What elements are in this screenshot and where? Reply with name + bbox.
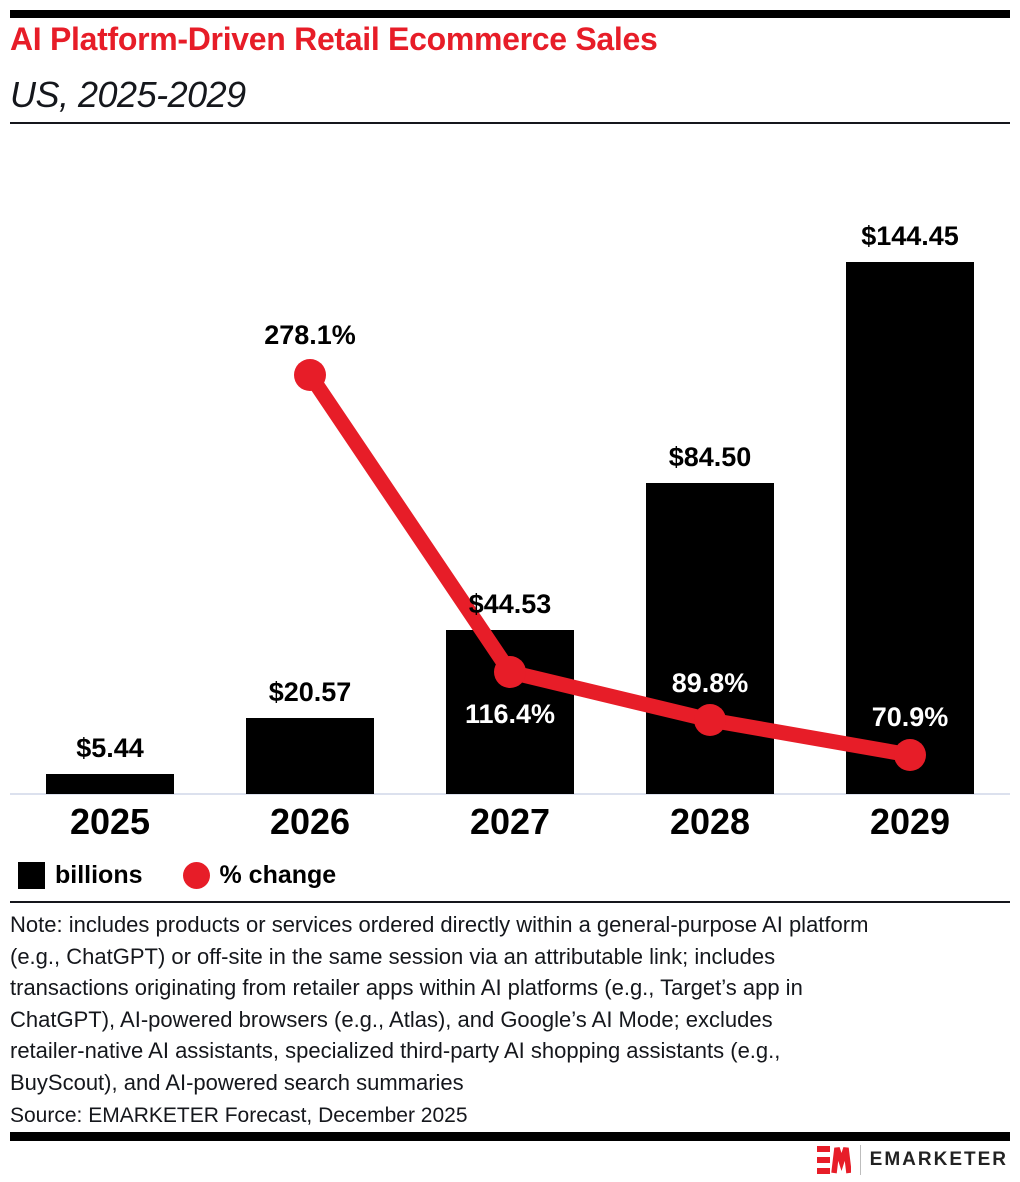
note-line: Note: includes products or services orde… bbox=[10, 912, 869, 937]
x-tick-label: 2029 bbox=[869, 801, 951, 842]
legend-label-billions: billions bbox=[55, 861, 143, 889]
legend-label-pct-change: % change bbox=[219, 861, 337, 889]
note-line: BuyScout), and AI-powered search summari… bbox=[10, 1069, 464, 1095]
pct-change-point bbox=[494, 656, 526, 688]
brand-logo: EMARKETER bbox=[816, 1145, 1008, 1175]
x-axis-tick-labels: 2025 2026 2027 2028 2029 bbox=[0, 802, 1020, 844]
legend-divider bbox=[10, 901, 1010, 903]
bar-2028 bbox=[646, 483, 774, 794]
x-tick-label: 2025 bbox=[69, 801, 151, 842]
header-divider bbox=[10, 122, 1010, 124]
note-text: Note: includes products or services orde… bbox=[10, 909, 1000, 1098]
bar-value-label: $20.57 bbox=[268, 677, 352, 707]
note-line: transactions originating from retailer a… bbox=[10, 975, 803, 1000]
bar-2025 bbox=[46, 774, 174, 794]
logo-divider bbox=[859, 1145, 861, 1175]
bar-2029 bbox=[846, 262, 974, 794]
billions-swatch-icon bbox=[18, 862, 45, 889]
bar-2026 bbox=[246, 718, 374, 794]
bar-value-label: $5.44 bbox=[76, 733, 144, 763]
pct-change-point bbox=[894, 739, 926, 771]
pct-change-point bbox=[694, 704, 726, 736]
pct-change-label: 278.1% bbox=[264, 320, 356, 350]
pct-change-point bbox=[294, 359, 326, 391]
pct-change-line bbox=[302, 367, 918, 763]
bar-value-label: $144.45 bbox=[861, 221, 959, 251]
chart-subtitle: US, 2025-2029 bbox=[10, 74, 246, 115]
top-accent-bar bbox=[10, 10, 1010, 18]
emarketer-logo-icon bbox=[816, 1146, 851, 1174]
chart-plot-area: $5.44 $20.57 $44.53 $84.50 $144.45 278.1% 116.… bbox=[0, 130, 1020, 794]
footer-accent-bar bbox=[10, 1132, 1010, 1141]
x-tick-label: 2028 bbox=[669, 801, 751, 842]
bar-value-label: $84.50 bbox=[668, 442, 752, 472]
pct-change-label: 89.8% bbox=[671, 668, 749, 698]
pct-change-label: 70.9% bbox=[871, 702, 949, 732]
pct-change-swatch-icon bbox=[182, 862, 210, 889]
x-tick-label: 2027 bbox=[469, 801, 551, 842]
brand-name: EMARKETER bbox=[869, 1149, 1008, 1170]
x-axis-line bbox=[10, 793, 1010, 795]
chart-title: AI Platform-Driven Retail Ecommerce Sale… bbox=[10, 21, 658, 57]
note-line: ChatGPT), AI-powered browsers (e.g., Atl… bbox=[10, 1006, 773, 1032]
bar-value-label: $44.53 bbox=[468, 589, 552, 619]
x-tick-label: 2026 bbox=[269, 801, 351, 842]
legend: billions % change bbox=[18, 861, 336, 890]
note-line: (e.g., ChatGPT) or off-site in the same … bbox=[10, 943, 776, 969]
source-text: Source: EMARKETER Forecast, December 202… bbox=[10, 1104, 468, 1127]
pct-change-line-layer bbox=[294, 359, 926, 771]
pct-change-label: 116.4% bbox=[464, 699, 556, 729]
note-line: retailer-native AI assistants, specializ… bbox=[10, 1038, 781, 1063]
